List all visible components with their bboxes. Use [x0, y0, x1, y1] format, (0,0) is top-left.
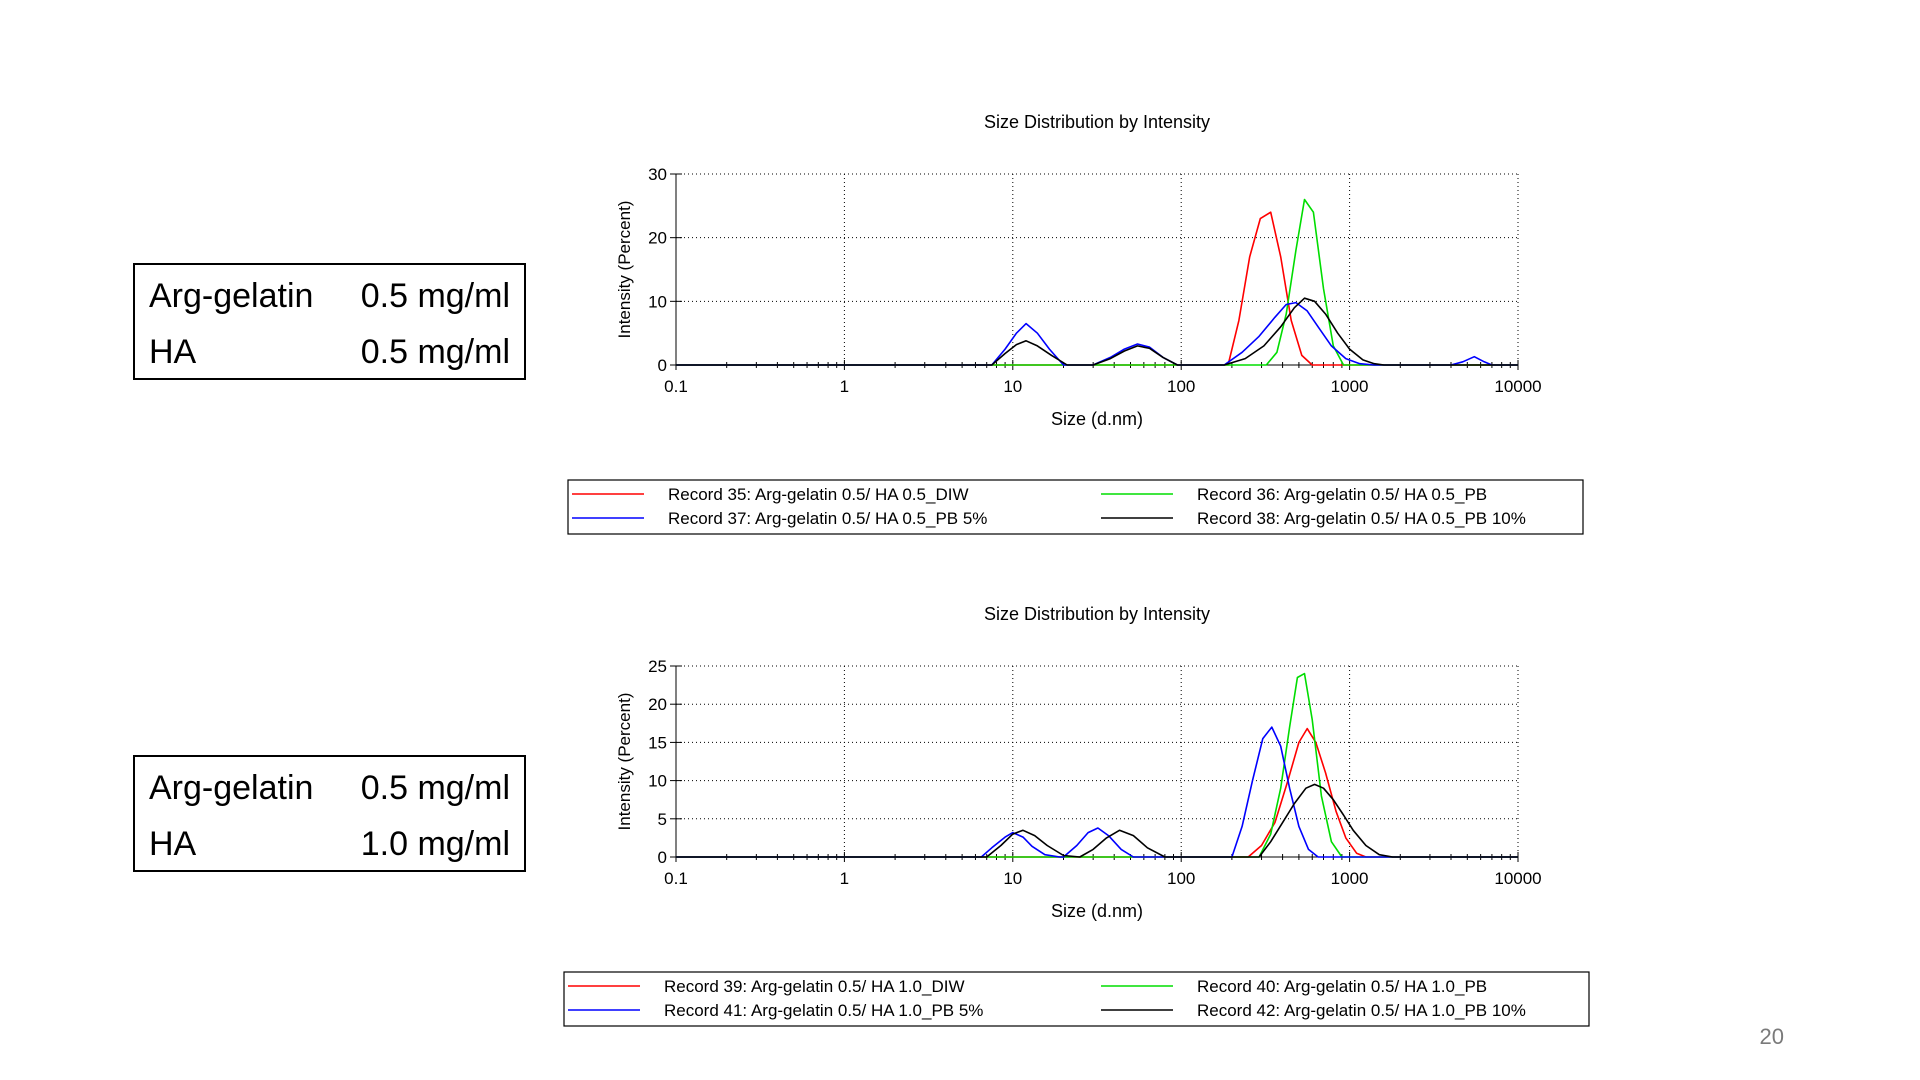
- y-tick-label: 5: [658, 810, 667, 829]
- size-distribution-chart-2: Size Distribution by Intensity 0 5 10 15 20 25…: [563, 604, 1590, 1027]
- param-name: Arg-gelatin: [149, 769, 314, 807]
- param-name: Arg-gelatin: [149, 277, 314, 315]
- x-tick-label: 1: [840, 377, 849, 396]
- y-tick-label: 20: [648, 229, 667, 248]
- y-tick-label: 0: [658, 356, 667, 375]
- series-line: [676, 198, 1518, 366]
- param-row: Arg-gelatin 0.5 mg/ml: [149, 271, 510, 321]
- y-axis-label: Intensity (Percent): [615, 693, 634, 831]
- param-value: 0.5 mg/ml: [360, 277, 510, 315]
- chart-title: Size Distribution by Intensity: [984, 112, 1210, 132]
- size-distribution-chart-1: Size Distribution by Intensity 0 10 20 30 0.1…: [567, 112, 1584, 535]
- page-number: 20: [1759, 1024, 1784, 1049]
- parameter-box-2: Arg-gelatin 0.5 mg/ml HA 1.0 mg/ml: [133, 755, 526, 872]
- x-axis-label: Size (d.nm): [1051, 901, 1143, 921]
- param-row: Arg-gelatin 0.5 mg/ml: [149, 763, 510, 813]
- chart-title: Size Distribution by Intensity: [984, 604, 1210, 624]
- legend-box: [563, 971, 1590, 1027]
- x-tick-label: 10: [1003, 869, 1022, 888]
- series-line: [676, 301, 1518, 366]
- legend-label: Record 40: Arg-gelatin 0.5/ HA 1.0_PB: [1197, 977, 1487, 996]
- legend-label: Record 37: Arg-gelatin 0.5/ HA 0.5_PB 5%: [668, 509, 987, 528]
- legend-label: Record 39: Arg-gelatin 0.5/ HA 1.0_DIW: [664, 977, 965, 996]
- y-tick-label: 15: [648, 733, 667, 752]
- x-tick-label: 100: [1167, 377, 1195, 396]
- y-axis-label: Intensity (Percent): [615, 201, 634, 339]
- x-tick-label: 10000: [1494, 377, 1541, 396]
- param-value: 0.5 mg/ml: [360, 769, 510, 807]
- legend-label: Record 41: Arg-gelatin 0.5/ HA 1.0_PB 5%: [664, 1001, 983, 1020]
- param-name: HA: [149, 333, 197, 371]
- x-tick-label: 10000: [1494, 869, 1541, 888]
- x-tick-label: 0.1: [664, 377, 688, 396]
- param-row: HA 1.0 mg/ml: [149, 819, 510, 869]
- x-tick-label: 1: [840, 869, 849, 888]
- x-tick-label: 10: [1003, 377, 1022, 396]
- y-tick-label: 10: [648, 292, 667, 311]
- legend-label: Record 35: Arg-gelatin 0.5/ HA 0.5_DIW: [668, 485, 969, 504]
- series-line: [676, 672, 1518, 858]
- y-tick-label: 20: [648, 695, 667, 714]
- legend-box: [567, 479, 1584, 535]
- x-tick-label: 1000: [1331, 869, 1369, 888]
- series-line: [676, 727, 1518, 858]
- series-line: [676, 211, 1518, 366]
- x-tick-label: 0.1: [664, 869, 688, 888]
- series-line: [676, 297, 1518, 366]
- y-tick-label: 0: [658, 848, 667, 867]
- series-line: [676, 783, 1518, 858]
- param-value: 1.0 mg/ml: [360, 825, 510, 863]
- y-tick-label: 25: [648, 657, 667, 676]
- param-name: HA: [149, 825, 197, 863]
- series-line: [676, 726, 1518, 858]
- x-tick-label: 1000: [1331, 377, 1369, 396]
- legend-label: Record 38: Arg-gelatin 0.5/ HA 0.5_PB 10…: [1197, 509, 1526, 528]
- param-value: 0.5 mg/ml: [360, 333, 510, 371]
- x-axis-label: Size (d.nm): [1051, 409, 1143, 429]
- parameter-box-1: Arg-gelatin 0.5 mg/ml HA 0.5 mg/ml: [133, 263, 526, 380]
- legend-label: Record 36: Arg-gelatin 0.5/ HA 0.5_PB: [1197, 485, 1487, 504]
- x-tick-label: 100: [1167, 869, 1195, 888]
- y-tick-label: 10: [648, 772, 667, 791]
- y-tick-label: 30: [648, 165, 667, 184]
- legend-label: Record 42: Arg-gelatin 0.5/ HA 1.0_PB 10…: [1197, 1001, 1526, 1020]
- param-row: HA 0.5 mg/ml: [149, 327, 510, 377]
